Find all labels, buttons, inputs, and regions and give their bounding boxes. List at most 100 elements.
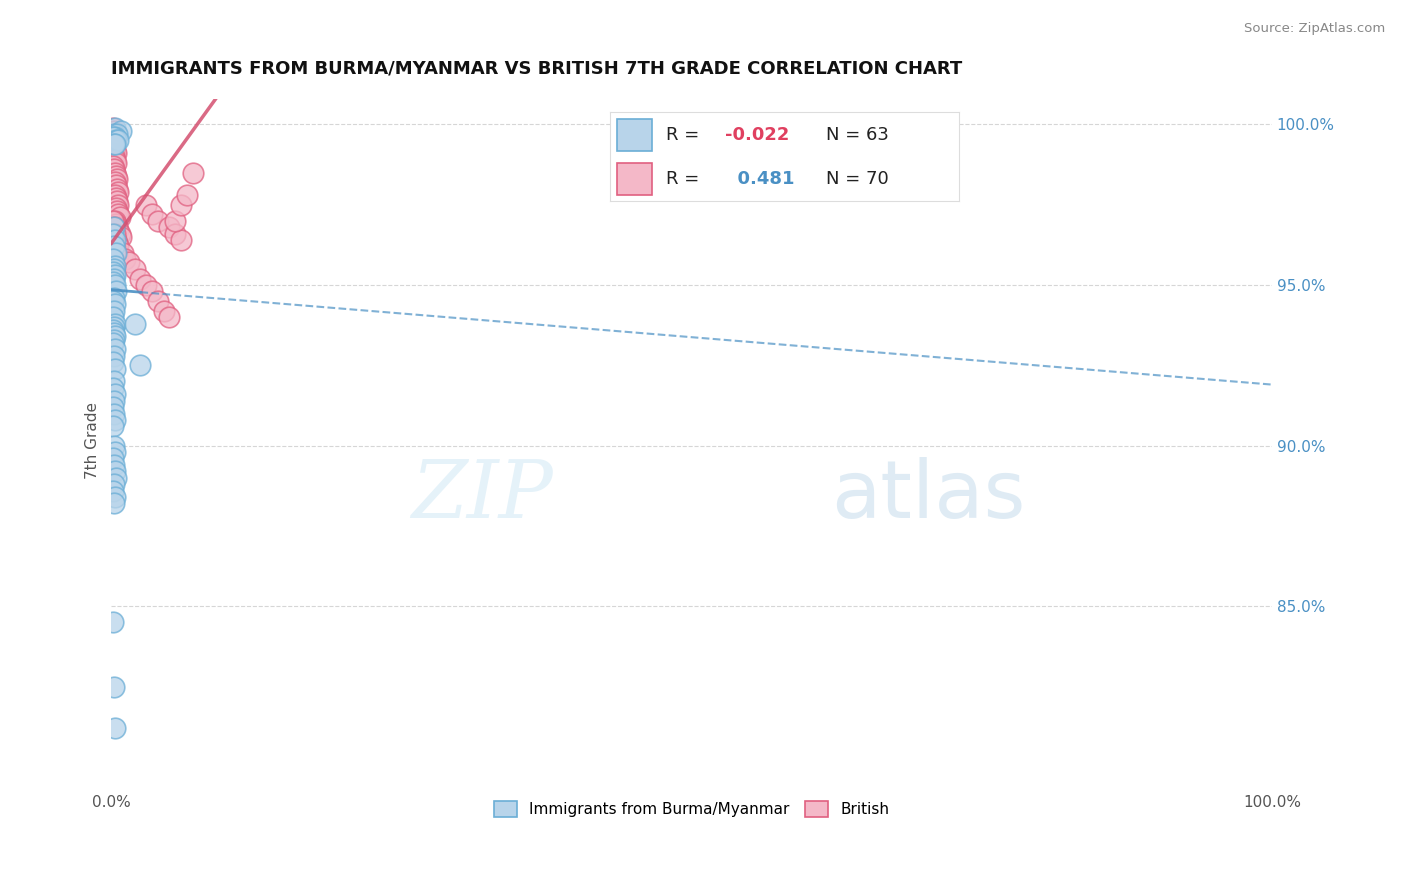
Point <box>103 239 125 253</box>
Point <box>101 227 124 241</box>
Point <box>105 243 128 257</box>
Point <box>103 127 125 141</box>
Point <box>105 245 128 260</box>
Point <box>104 259 127 273</box>
Point <box>104 297 127 311</box>
Y-axis label: 7th Grade: 7th Grade <box>86 402 100 479</box>
Legend: Immigrants from Burma/Myanmar, British: Immigrants from Burma/Myanmar, British <box>488 795 896 823</box>
Point <box>101 419 124 434</box>
Point <box>118 255 141 269</box>
Point <box>105 236 128 251</box>
Point <box>107 133 129 147</box>
Point <box>101 120 124 135</box>
Text: ZIP: ZIP <box>411 457 553 534</box>
Point <box>101 310 124 325</box>
Text: atlas: atlas <box>831 457 1025 534</box>
Point <box>889 120 911 135</box>
Point <box>170 197 193 211</box>
Point <box>103 271 125 285</box>
Point <box>105 178 128 193</box>
Point <box>101 323 124 337</box>
Point <box>104 317 127 331</box>
Point <box>107 207 129 221</box>
Point <box>104 343 127 357</box>
Point <box>101 233 124 247</box>
Point <box>105 233 128 247</box>
Point <box>104 133 127 147</box>
Point <box>105 245 128 260</box>
Point <box>103 477 125 491</box>
Point <box>129 271 152 285</box>
Point <box>129 359 152 373</box>
Point <box>104 120 127 135</box>
Point <box>105 172 128 186</box>
Point <box>103 149 125 163</box>
Point <box>104 227 127 241</box>
Point <box>105 204 128 219</box>
Point <box>101 213 124 227</box>
Point <box>103 375 125 389</box>
Point <box>104 127 127 141</box>
Point <box>165 213 187 227</box>
Point <box>104 136 127 151</box>
Point <box>104 165 127 179</box>
Point <box>104 188 127 202</box>
Point <box>104 464 127 478</box>
Point <box>159 220 181 235</box>
Point <box>103 291 125 305</box>
Point <box>105 127 128 141</box>
Point <box>101 265 124 279</box>
Point <box>105 169 128 183</box>
Point <box>104 722 127 736</box>
Point <box>105 194 128 209</box>
Point <box>114 252 136 267</box>
Point <box>107 223 129 237</box>
Point <box>105 201 128 215</box>
Point <box>103 333 125 347</box>
Point <box>104 245 127 260</box>
Point <box>103 239 125 253</box>
Point <box>103 680 125 694</box>
Point <box>103 393 125 408</box>
Point <box>108 211 131 225</box>
Point <box>101 400 124 414</box>
Point <box>105 156 128 170</box>
Point <box>101 451 124 466</box>
Point <box>159 310 181 325</box>
Point <box>105 471 128 485</box>
Point <box>101 293 124 308</box>
Point <box>141 207 163 221</box>
Text: IMMIGRANTS FROM BURMA/MYANMAR VS BRITISH 7TH GRADE CORRELATION CHART: IMMIGRANTS FROM BURMA/MYANMAR VS BRITISH… <box>111 60 963 78</box>
Point <box>103 326 125 341</box>
Point <box>108 227 131 241</box>
Point <box>165 227 187 241</box>
Point <box>103 496 125 510</box>
Text: Source: ZipAtlas.com: Source: ZipAtlas.com <box>1244 22 1385 36</box>
Point <box>124 317 146 331</box>
Point <box>103 261 125 276</box>
Point <box>103 162 125 177</box>
Point <box>141 285 163 299</box>
Point <box>105 181 128 195</box>
Point <box>104 153 127 167</box>
Point <box>103 140 125 154</box>
Point <box>135 277 157 292</box>
Point <box>105 220 128 235</box>
Point <box>103 458 125 472</box>
Point <box>103 349 125 363</box>
Point <box>101 136 124 151</box>
Point <box>104 413 127 427</box>
Point <box>101 483 124 498</box>
Point <box>104 143 127 157</box>
Point <box>104 130 127 145</box>
Point <box>103 303 125 318</box>
Point <box>104 329 127 343</box>
Point <box>176 188 198 202</box>
Point <box>146 293 169 308</box>
Point <box>103 130 125 145</box>
Point <box>101 252 124 267</box>
Point <box>101 275 124 289</box>
Point <box>107 249 129 263</box>
Point <box>104 361 127 376</box>
Point <box>101 381 124 395</box>
